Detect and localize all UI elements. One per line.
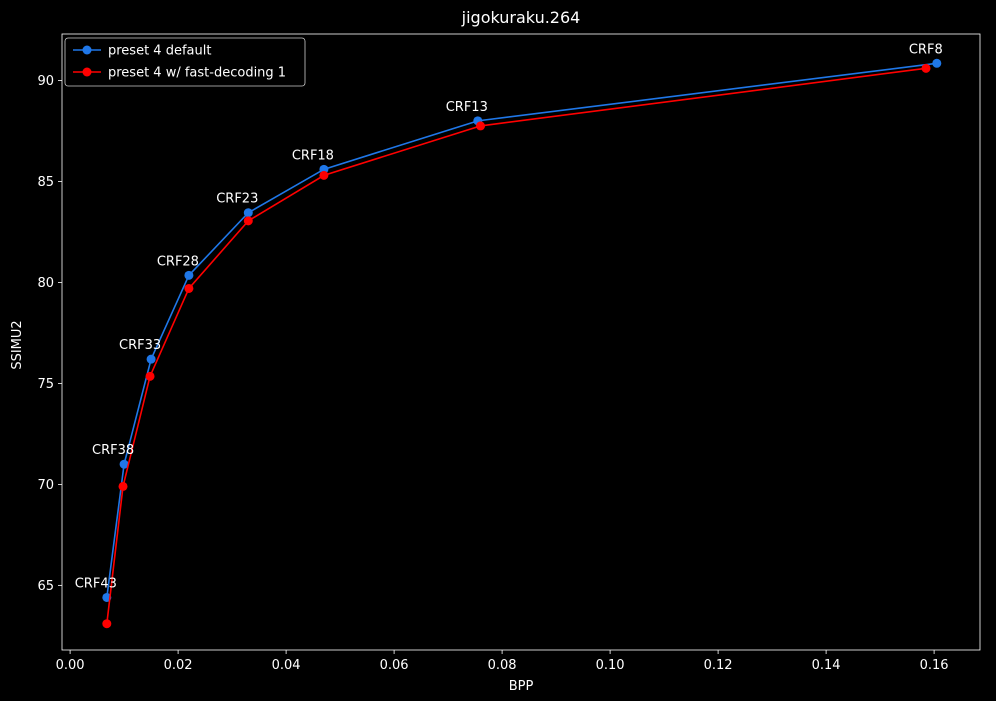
y-tick-label: 65 [37,579,54,594]
y-tick-label: 80 [37,276,54,291]
x-axis-label: BPP [509,679,534,694]
crf-annotation: CRF28 [157,254,199,269]
y-tick-label: 75 [37,377,54,392]
series-1-point [243,208,253,218]
series-1-point [119,459,129,469]
series-2-point [184,283,194,293]
plot-area: 0.00 0.02 0.04 0.06 0.08 0.10 0.12 0.14 0.16 65 70… [37,33,981,673]
series-2-point [476,121,485,131]
series-line-1 [106,62,937,598]
series-1-point [184,270,194,280]
legend-marker-1 [82,45,92,55]
series-2-point [319,170,329,180]
series-2-point [102,619,112,629]
legend-label-1: preset 4 default [108,44,211,59]
crf-annotation: CRF38 [92,443,134,458]
x-tick-label: 0.16 [920,658,949,673]
series-line-2 [106,67,927,624]
y-tick-label: 85 [37,175,54,190]
series-1-point [146,354,156,364]
series-2-point [145,371,155,381]
x-tick-label: 0.02 [164,658,193,673]
crf-annotation: CRF33 [119,338,161,353]
y-axis-label: SSIMU2 [10,320,25,369]
x-tick-label: 0.10 [596,658,625,673]
series-2-point [921,63,931,73]
crf-annotation: CRF23 [216,192,258,207]
legend-marker-2 [82,67,92,77]
y-tick-label: 70 [37,478,54,493]
plot-frame [61,33,981,651]
x-tick-label: 0.06 [380,658,409,673]
chart-title: jigokuraku.264 [461,8,581,27]
x-tick-label: 0.12 [704,658,733,673]
crf-annotation: CRF8 [909,42,943,57]
series-2-point [118,481,128,491]
series-2-point [243,216,253,226]
legend-label-2: preset 4 w/ fast-decoding 1 [108,66,286,81]
legend-box [64,37,306,87]
legend: preset 4 default preset 4 w/ fast-decodin… [64,37,306,87]
y-tick-label: 90 [37,74,54,89]
crf-annotation: CRF13 [446,100,488,115]
x-tick-label: 0.00 [56,658,85,673]
crf-annotation: CRF43 [75,576,117,591]
x-tick-label: 0.04 [272,658,301,673]
x-tick-label: 0.14 [812,658,841,673]
series-1-point [932,58,942,68]
crf-annotation: CRF18 [292,148,334,163]
x-tick-label: 0.08 [488,658,517,673]
